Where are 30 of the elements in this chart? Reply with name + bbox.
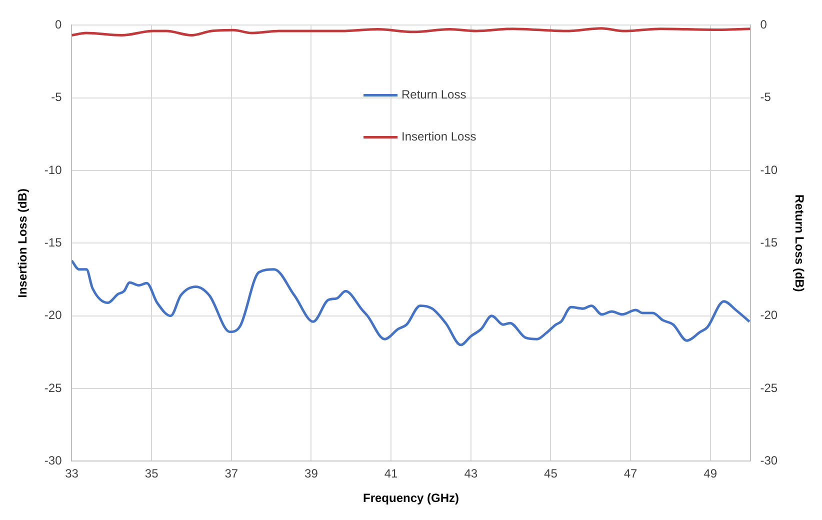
line-series xyxy=(72,27,750,36)
y2-tick-label: 0 xyxy=(760,18,768,32)
x-tick-label: 37 xyxy=(224,466,238,481)
y2-tick-label: -15 xyxy=(760,236,778,250)
y-tick-label: -10 xyxy=(44,162,62,177)
y-tick-label: -25 xyxy=(44,380,62,395)
y-tick-label: -15 xyxy=(44,236,62,250)
y2-axis-title: Return Loss (dB) xyxy=(792,194,806,292)
y2-tick-label: -30 xyxy=(760,454,778,468)
x-axis-title: Frequency (GHz) xyxy=(362,491,460,506)
x-tick-label: 47 xyxy=(624,466,638,481)
y-tick-label: -5 xyxy=(51,90,62,104)
y-tick-label: -20 xyxy=(44,308,62,322)
y-tick-label: -30 xyxy=(44,454,62,468)
x-tick-label: 49 xyxy=(704,466,718,481)
legend-label: Insertion Loss xyxy=(402,130,476,144)
legend-label: Return Loss xyxy=(402,88,466,102)
x-tick-label: 45 xyxy=(544,466,558,481)
y-axis-title: Insertion Loss (dB) xyxy=(16,188,30,298)
x-tick-label: 39 xyxy=(304,466,318,481)
x-tick-label: 33 xyxy=(65,466,79,481)
x-tick-label: 35 xyxy=(144,466,159,481)
line-series xyxy=(72,259,750,346)
y-tick-label: 0 xyxy=(55,18,62,32)
x-tick-label: 41 xyxy=(384,466,398,481)
y2-tick-label: -20 xyxy=(760,308,778,322)
y2-tick-label: -5 xyxy=(760,90,772,104)
y2-tick-label: -10 xyxy=(760,162,778,177)
y2-tick-label: -25 xyxy=(760,380,778,395)
x-tick-label: 43 xyxy=(464,466,478,481)
